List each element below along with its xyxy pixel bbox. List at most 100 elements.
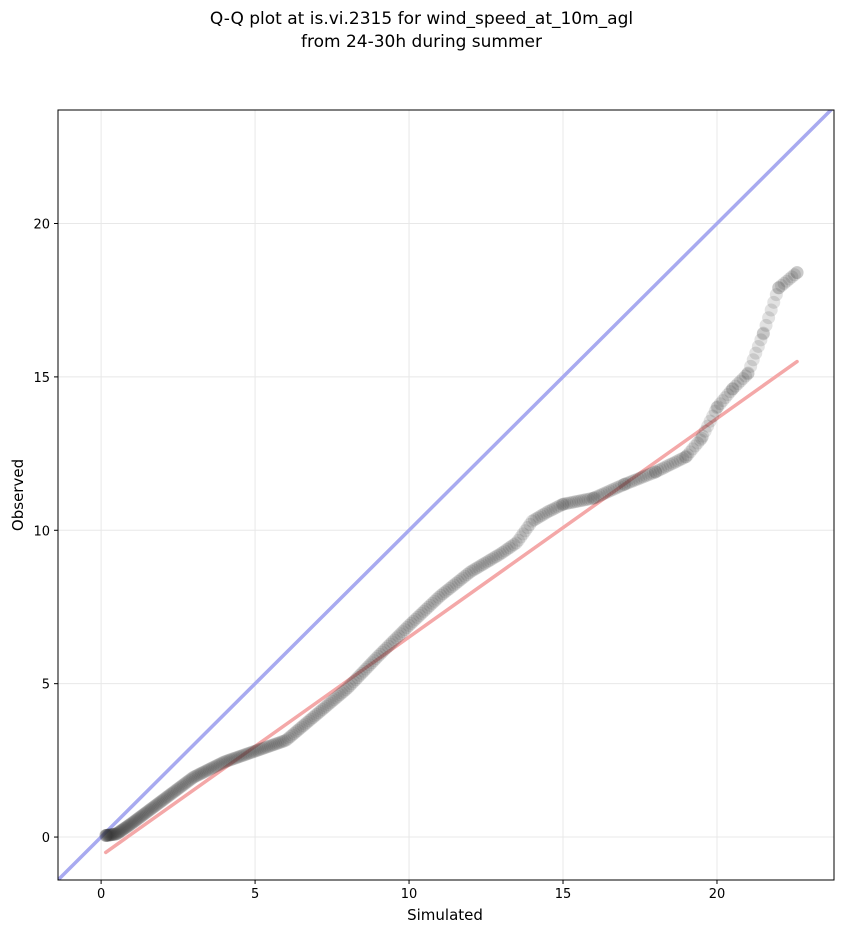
data-point bbox=[100, 828, 114, 842]
data-point bbox=[574, 494, 588, 508]
data-point bbox=[296, 719, 310, 733]
data-point bbox=[656, 461, 670, 475]
data-point bbox=[278, 734, 292, 748]
data-point bbox=[187, 770, 201, 784]
data-point bbox=[109, 827, 123, 841]
data-point bbox=[394, 627, 408, 641]
data-point bbox=[518, 524, 532, 538]
data-point bbox=[410, 610, 424, 624]
data-point bbox=[104, 828, 118, 842]
y-tick-label: 20 bbox=[33, 218, 50, 233]
data-point bbox=[120, 820, 134, 834]
data-point bbox=[741, 367, 755, 381]
data-point bbox=[142, 804, 156, 818]
data-point bbox=[131, 812, 145, 826]
data-point bbox=[622, 476, 636, 490]
data-point bbox=[165, 787, 179, 801]
data-point bbox=[387, 633, 401, 647]
data-point bbox=[335, 686, 349, 700]
data-point bbox=[99, 828, 113, 842]
data-point bbox=[583, 492, 597, 506]
data-point bbox=[121, 819, 135, 833]
data-point bbox=[188, 769, 202, 783]
data-point bbox=[199, 764, 213, 778]
data-point bbox=[491, 548, 505, 562]
data-point bbox=[436, 587, 450, 601]
data-point bbox=[379, 641, 393, 655]
data-point bbox=[302, 714, 316, 728]
data-point bbox=[136, 808, 150, 822]
data-point bbox=[114, 824, 128, 838]
data-point bbox=[458, 569, 472, 583]
data-point bbox=[179, 776, 193, 790]
data-point bbox=[291, 723, 305, 737]
data-point bbox=[629, 473, 643, 487]
data-point bbox=[777, 276, 791, 290]
data-point bbox=[701, 419, 715, 433]
data-point bbox=[217, 755, 231, 769]
data-point bbox=[146, 801, 160, 815]
data-point bbox=[161, 790, 175, 804]
data-point bbox=[769, 288, 783, 302]
data-point bbox=[756, 326, 770, 340]
data-point bbox=[137, 807, 151, 821]
data-point bbox=[331, 689, 345, 703]
data-point bbox=[308, 709, 322, 723]
data-point bbox=[558, 497, 572, 511]
data-point bbox=[404, 616, 418, 630]
data-point bbox=[565, 495, 579, 509]
data-point bbox=[298, 717, 312, 731]
data-point bbox=[325, 694, 339, 708]
fit-line bbox=[103, 359, 799, 855]
data-point bbox=[440, 583, 454, 597]
data-point bbox=[413, 608, 427, 622]
data-point bbox=[375, 645, 389, 659]
data-point bbox=[99, 829, 113, 843]
data-point bbox=[341, 681, 355, 695]
data-point bbox=[610, 481, 624, 495]
data-point bbox=[716, 394, 730, 408]
data-point bbox=[595, 487, 609, 501]
data-point bbox=[229, 751, 243, 765]
data-point bbox=[313, 704, 327, 718]
data-point bbox=[555, 498, 569, 512]
data-point bbox=[230, 750, 244, 764]
data-point bbox=[489, 550, 503, 564]
data-point bbox=[260, 740, 274, 754]
data-point bbox=[703, 414, 717, 428]
data-point bbox=[493, 547, 507, 561]
data-point bbox=[100, 828, 114, 842]
data-point bbox=[152, 796, 166, 810]
x-tick-label: 10 bbox=[401, 887, 418, 902]
data-point bbox=[445, 580, 459, 594]
data-point bbox=[280, 733, 294, 747]
x-axis-label: Simulated bbox=[407, 906, 483, 924]
data-point bbox=[482, 554, 496, 568]
data-point bbox=[201, 763, 215, 777]
data-point bbox=[790, 266, 804, 280]
data-point bbox=[158, 792, 172, 806]
x-tick-label: 20 bbox=[709, 887, 726, 902]
data-point bbox=[176, 778, 190, 792]
data-point bbox=[661, 459, 675, 473]
data-point bbox=[306, 711, 320, 725]
y-axis-label: Observed bbox=[9, 459, 27, 531]
data-point bbox=[663, 458, 677, 472]
data-point bbox=[511, 533, 525, 547]
x-tick-label: 5 bbox=[251, 887, 259, 902]
data-point bbox=[432, 590, 446, 604]
data-point bbox=[537, 507, 551, 521]
data-point bbox=[430, 592, 444, 606]
data-point bbox=[476, 558, 490, 572]
data-point bbox=[627, 474, 641, 488]
data-point bbox=[443, 581, 457, 595]
data-point bbox=[162, 789, 176, 803]
data-point bbox=[365, 656, 379, 670]
data-point bbox=[283, 730, 297, 744]
data-point bbox=[107, 827, 121, 841]
data-point bbox=[617, 478, 631, 492]
data-point bbox=[240, 747, 254, 761]
data-point bbox=[607, 482, 621, 496]
data-point bbox=[104, 828, 118, 842]
data-point bbox=[496, 545, 510, 559]
